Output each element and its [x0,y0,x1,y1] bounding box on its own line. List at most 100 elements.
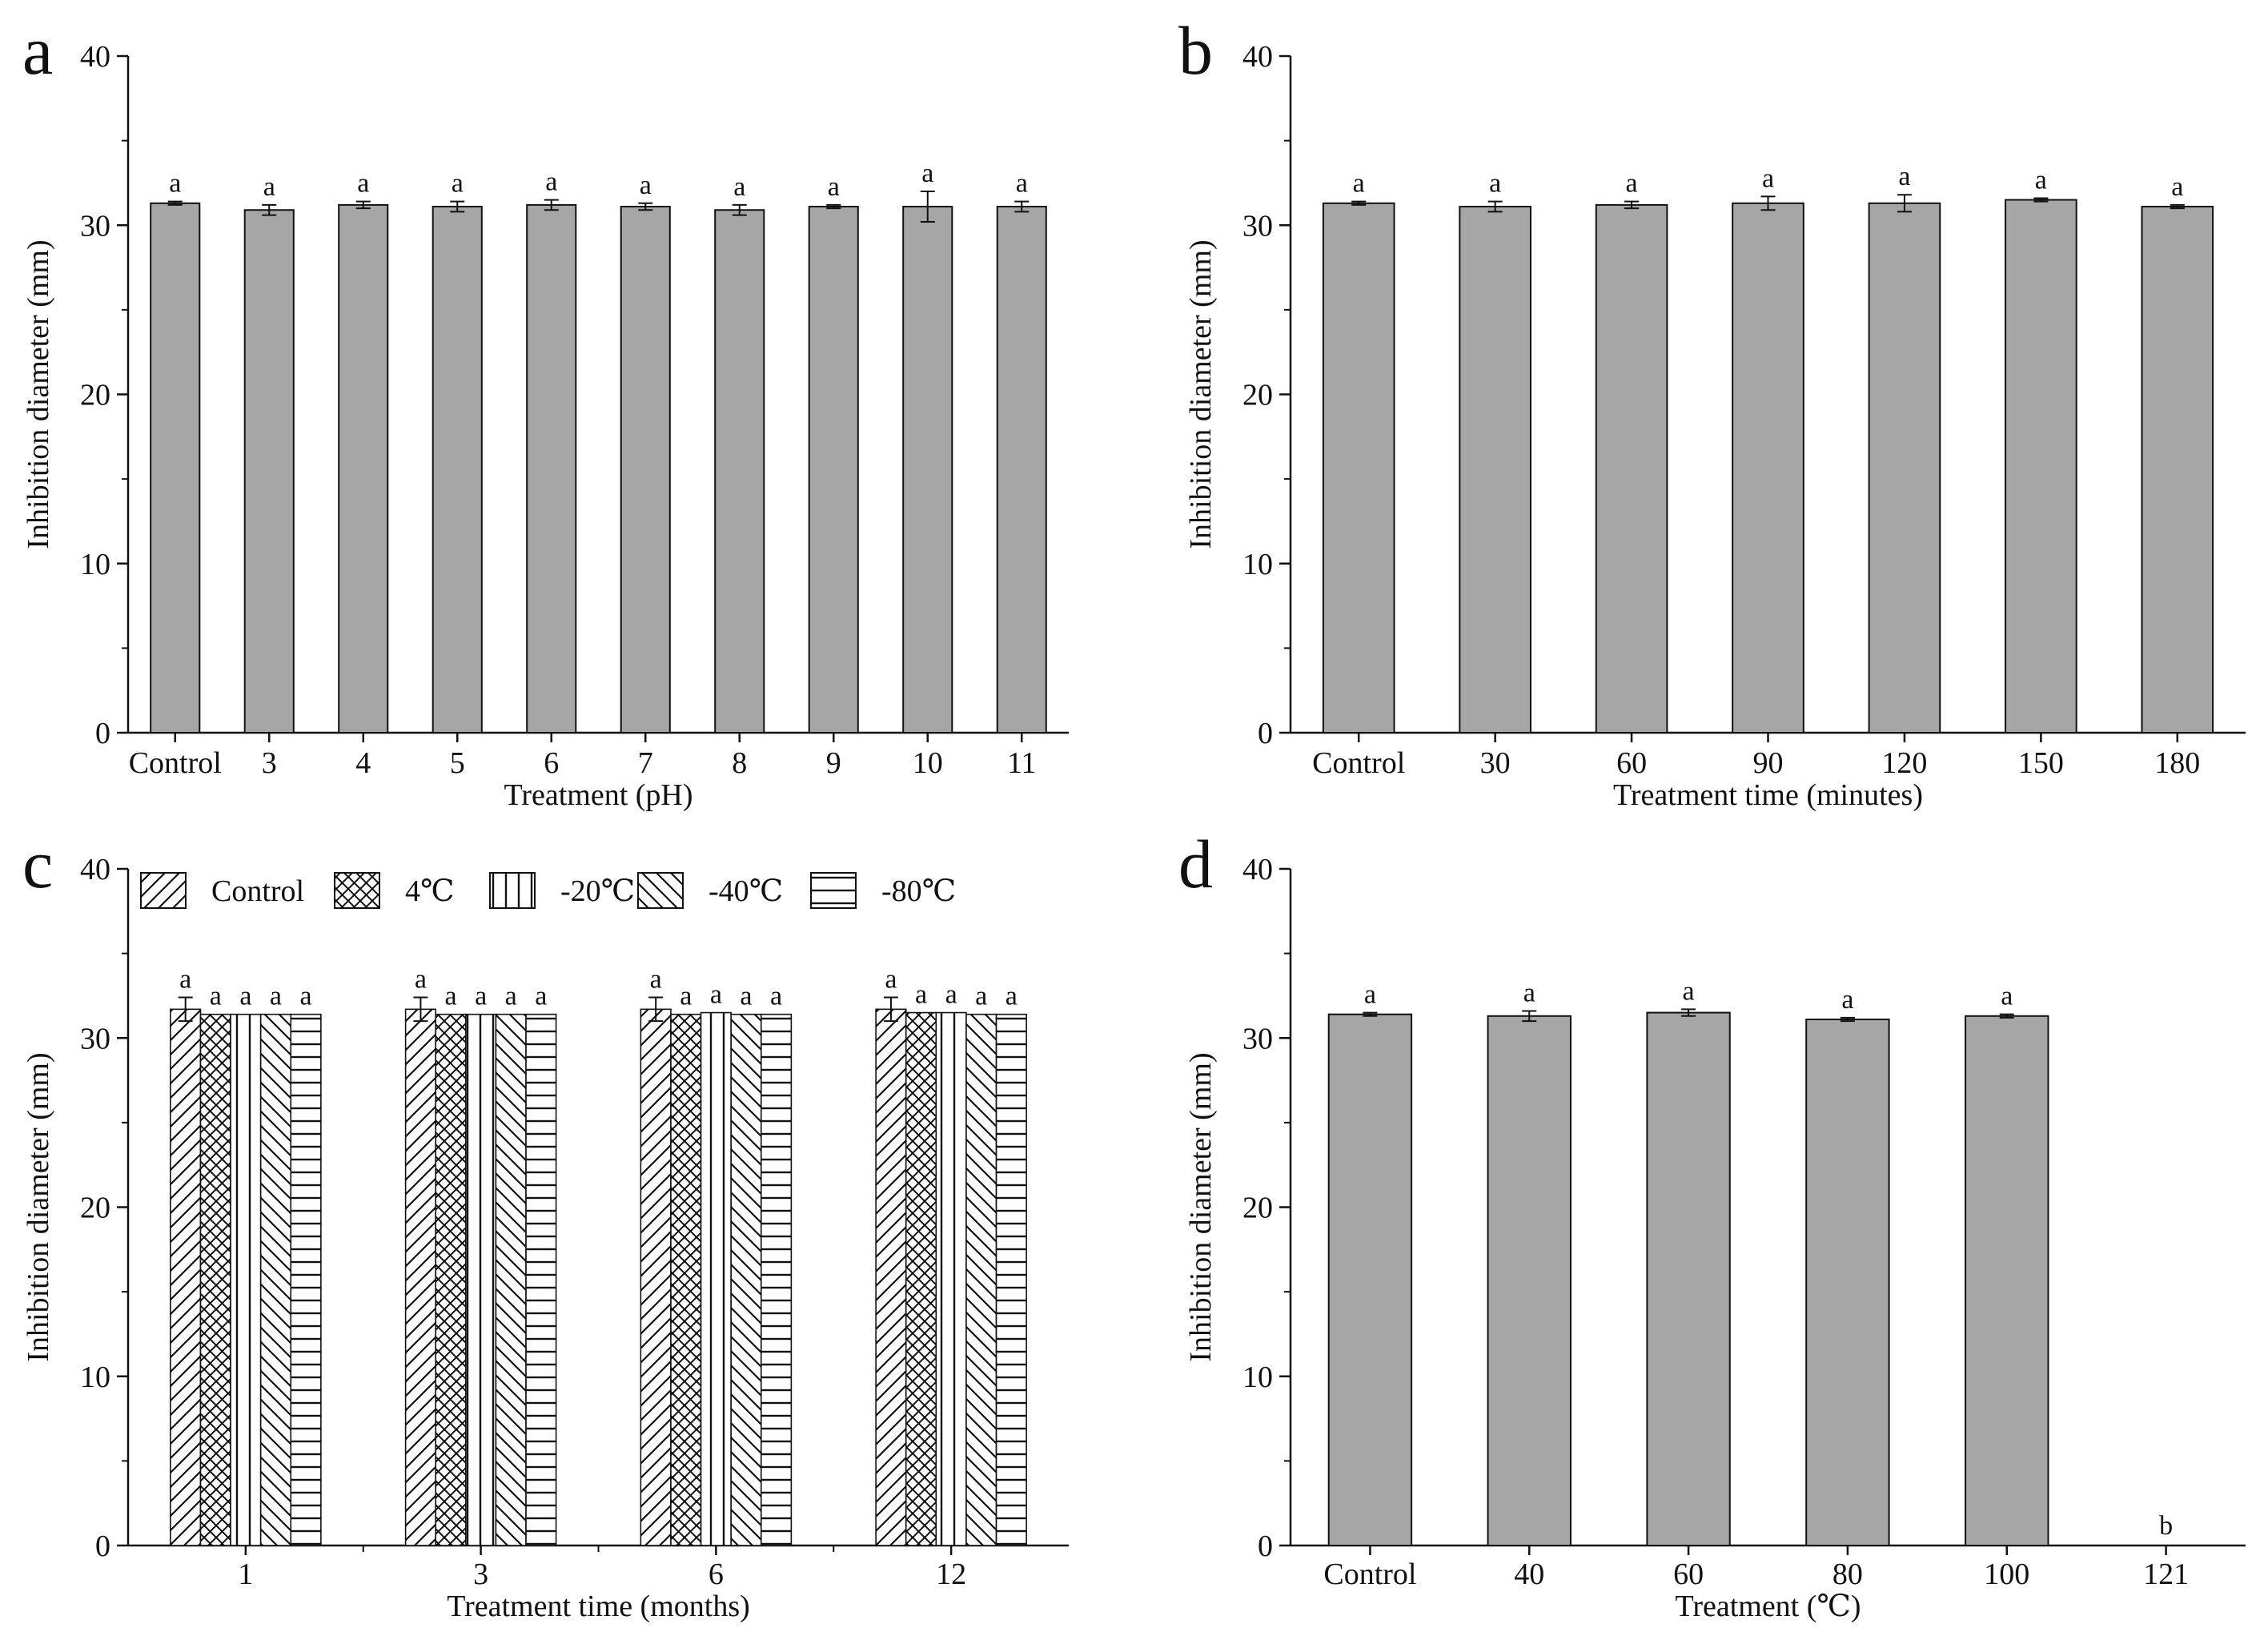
bar [700,1011,732,1546]
x-tick-label: 180 [2154,746,2200,780]
significance-label: a [1841,985,1853,1015]
bar [1805,1019,1890,1546]
bar [432,206,483,734]
bar [1459,206,1531,734]
legend-label: -40℃ [708,874,783,908]
y-tick-label: 20 [80,379,110,412]
significance-label: a [921,159,933,188]
bar [620,206,671,734]
significance-label: a [1898,162,1910,191]
bar [259,1013,292,1546]
bar [1327,1013,1413,1547]
x-tick-label: 9 [826,746,841,780]
panel-c: c 0 10 20 30 40 Inhibition diameter (mm) Treatm… [22,826,1069,1623]
bar [1646,1011,1731,1546]
y-tick-label: 10 [80,548,110,581]
y-tick-label: 20 [1242,1192,1273,1225]
y-tick-label: 40 [80,40,110,74]
x-tick-label: 40 [1514,1558,1544,1591]
bar [495,1013,527,1546]
significance-label: a [2035,165,2047,195]
panel-letter: c [22,826,53,902]
x-tick-label: 60 [1616,746,1647,780]
significance-label: a [1762,163,1774,193]
x-axis-title: Treatment (pH) [504,778,692,812]
y-tick-label: 30 [80,1022,110,1055]
bar [525,1013,557,1546]
y-tick-label: 0 [95,717,110,750]
panel-b: b 0 10 20 30 40 Inhibition diameter (mm) Treatm… [1178,12,2246,812]
panel-letter: b [1178,12,1213,89]
y-tick-label: 10 [80,1361,110,1394]
significance-label: a [733,172,745,202]
x-tick-label: 7 [638,746,653,780]
significance-label: a [545,167,557,197]
significance-label: a [452,169,464,199]
bar [404,1008,437,1546]
x-axis-title: Treatment time (minutes) [1613,778,1923,812]
significance-label: a [1523,978,1535,1007]
significance-label: a [357,169,369,199]
panel-letter: d [1178,826,1213,902]
x-tick-label: 150 [2018,746,2064,780]
bar [1322,202,1395,734]
y-tick-label: 0 [1258,717,1273,750]
y-tick-label: 0 [95,1529,110,1563]
significance-label: a [415,965,427,995]
y-tick-label: 10 [1242,548,1273,581]
significance-label: a [740,982,752,1011]
legend-swatch [334,872,380,909]
significance-label: a [444,982,456,1011]
bar [808,206,859,734]
significance-label: a [2171,172,2183,202]
y-tick-label: 0 [1258,1529,1273,1563]
panel-d: d 0 10 20 30 40 Inhibition diameter (mm) Treatm… [1178,826,2246,1623]
significance-label: a [1489,169,1501,199]
bar [170,1008,202,1546]
bar [670,1013,702,1546]
bar [435,1013,467,1546]
bar [526,203,577,734]
significance-label: a [179,965,191,995]
significance-label: a [828,172,840,202]
bar [2005,199,2077,734]
significance-label: a [169,169,181,199]
bar [1965,1015,2049,1546]
x-tick-label: 8 [732,746,747,780]
significance-label: a [535,982,547,1011]
bar [1595,203,1668,734]
significance-label: a [475,982,487,1011]
bar [965,1013,998,1546]
significance-label: a [239,982,251,1011]
bar [714,209,765,734]
significance-label: a [915,980,927,1010]
x-tick-label: 12 [936,1558,966,1591]
y-tick-label: 10 [1242,1361,1273,1394]
legend-swatch [637,872,684,909]
x-tick-label: 6 [708,1558,724,1591]
bar [875,1008,907,1546]
bar [640,1008,672,1546]
y-tick-label: 20 [80,1192,110,1225]
x-tick-label: Control [1323,1558,1416,1591]
significance-label: a [945,980,957,1010]
significance-label: a [770,982,782,1011]
significance-label: a [2001,982,2013,1011]
significance-label: a [1006,982,1018,1011]
bar [760,1013,793,1546]
legend: Control 4℃ -20℃ -40℃ -80℃ [140,872,956,909]
significance-label: a [210,982,222,1011]
significance-label: a [710,980,722,1010]
significance-label: a [263,172,275,202]
x-axis-title: Treatment (℃) [1675,1590,1861,1623]
y-axis-title: Inhibition diameter (mm) [22,239,55,549]
bar [902,206,953,734]
significance-label: a [1353,169,1365,199]
x-tick-label: 11 [1007,746,1037,780]
x-tick-label: 3 [262,746,277,780]
significance-label: a [975,982,987,1011]
bar [338,203,389,734]
y-tick-label: 40 [80,853,110,886]
x-axis-title: Treatment time (months) [447,1590,750,1623]
